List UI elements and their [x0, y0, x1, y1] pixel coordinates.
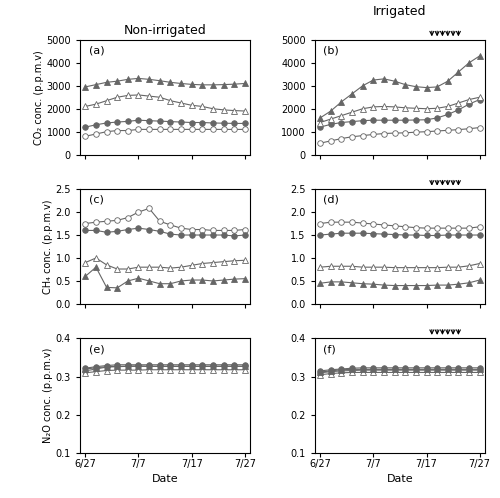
Y-axis label: CO₂ conc. (p.p.m.v): CO₂ conc. (p.p.m.v): [34, 50, 43, 144]
Y-axis label: CH₄ conc. (p.p.m.v): CH₄ conc. (p.p.m.v): [42, 199, 52, 294]
Title: Non-irrigated: Non-irrigated: [124, 24, 206, 37]
X-axis label: Date: Date: [386, 474, 413, 484]
Text: (c): (c): [88, 195, 104, 205]
Text: (e): (e): [88, 344, 104, 354]
Text: (d): (d): [324, 195, 339, 205]
Y-axis label: N₂O conc. (p.p.m.v): N₂O conc. (p.p.m.v): [43, 348, 53, 443]
Text: (b): (b): [324, 46, 339, 56]
Text: (a): (a): [88, 46, 104, 56]
Text: (f): (f): [324, 344, 336, 354]
X-axis label: Date: Date: [152, 474, 178, 484]
Title: Irrigated: Irrigated: [373, 5, 426, 18]
